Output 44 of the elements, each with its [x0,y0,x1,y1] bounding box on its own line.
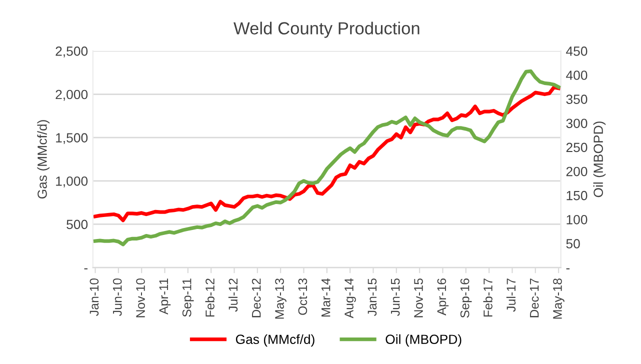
x-tick-label: May-13 [275,278,286,319]
y2-tick-label: - [566,268,570,270]
y2-tick-label: 50 [566,239,580,248]
x-tick-label: Dec-17 [530,278,539,318]
y-tick-label: 1,500 [56,133,88,144]
x-tick-label: Feb-12 [205,278,214,317]
x-tick-label: Apr-16 [437,278,449,316]
x-tick-label: May-18 [553,278,564,319]
y-axis-title: Gas (MMcf/d) [37,120,50,199]
x-tick-label: Dec-12 [252,278,261,318]
y2-tick-label: 250 [566,142,588,152]
y2-tick-label: 150 [566,190,588,200]
x-tick-label: Nov-10 [136,278,145,318]
y2-tick-label: 450 [566,46,588,56]
x-tick-label: Jul-17 [506,278,516,312]
x-tick-label: Jan-10 [90,278,99,316]
y-tick-label: - [84,268,88,270]
y2-axis-title: Oil (MBOPD) [593,122,606,198]
y2-tick-label: 350 [566,94,588,104]
y2-tick-label: 300 [566,118,588,128]
x-tick-label: Jul-12 [228,278,238,312]
x-tick-label: Apr-11 [159,278,171,315]
line-series [93,86,560,222]
x-tick-label: Feb-17 [483,278,492,317]
x-tick-label: Oct-13 [298,278,308,315]
y2-tick-label: 100 [566,214,588,224]
y2-tick-label: 200 [566,166,588,176]
y-tick-label: 1,000 [56,176,88,188]
x-tick-label: Sep-11 [182,278,194,317]
legend-label: Oil (MBOPD) [386,334,462,347]
x-tick-label: Jan-15 [368,278,377,316]
x-tick-label: Sep-16 [460,278,472,318]
y-tick-label: 2,000 [56,90,88,101]
line-series [93,69,560,246]
x-tick-label: Jun-15 [391,278,400,316]
x-tick-label: Aug-14 [344,278,356,318]
y2-tick-label: 400 [566,70,588,80]
y-tick-label: 500 [66,220,88,230]
y-tick-label: 2,500 [56,46,88,58]
x-tick-label: Nov-15 [414,278,423,318]
chart-title: Weld County Production [234,22,420,38]
x-tick-label: Mar-14 [322,278,330,317]
x-tick-label: Jun-10 [112,278,122,316]
legend-label: Gas (MMcf/d) [236,334,314,347]
